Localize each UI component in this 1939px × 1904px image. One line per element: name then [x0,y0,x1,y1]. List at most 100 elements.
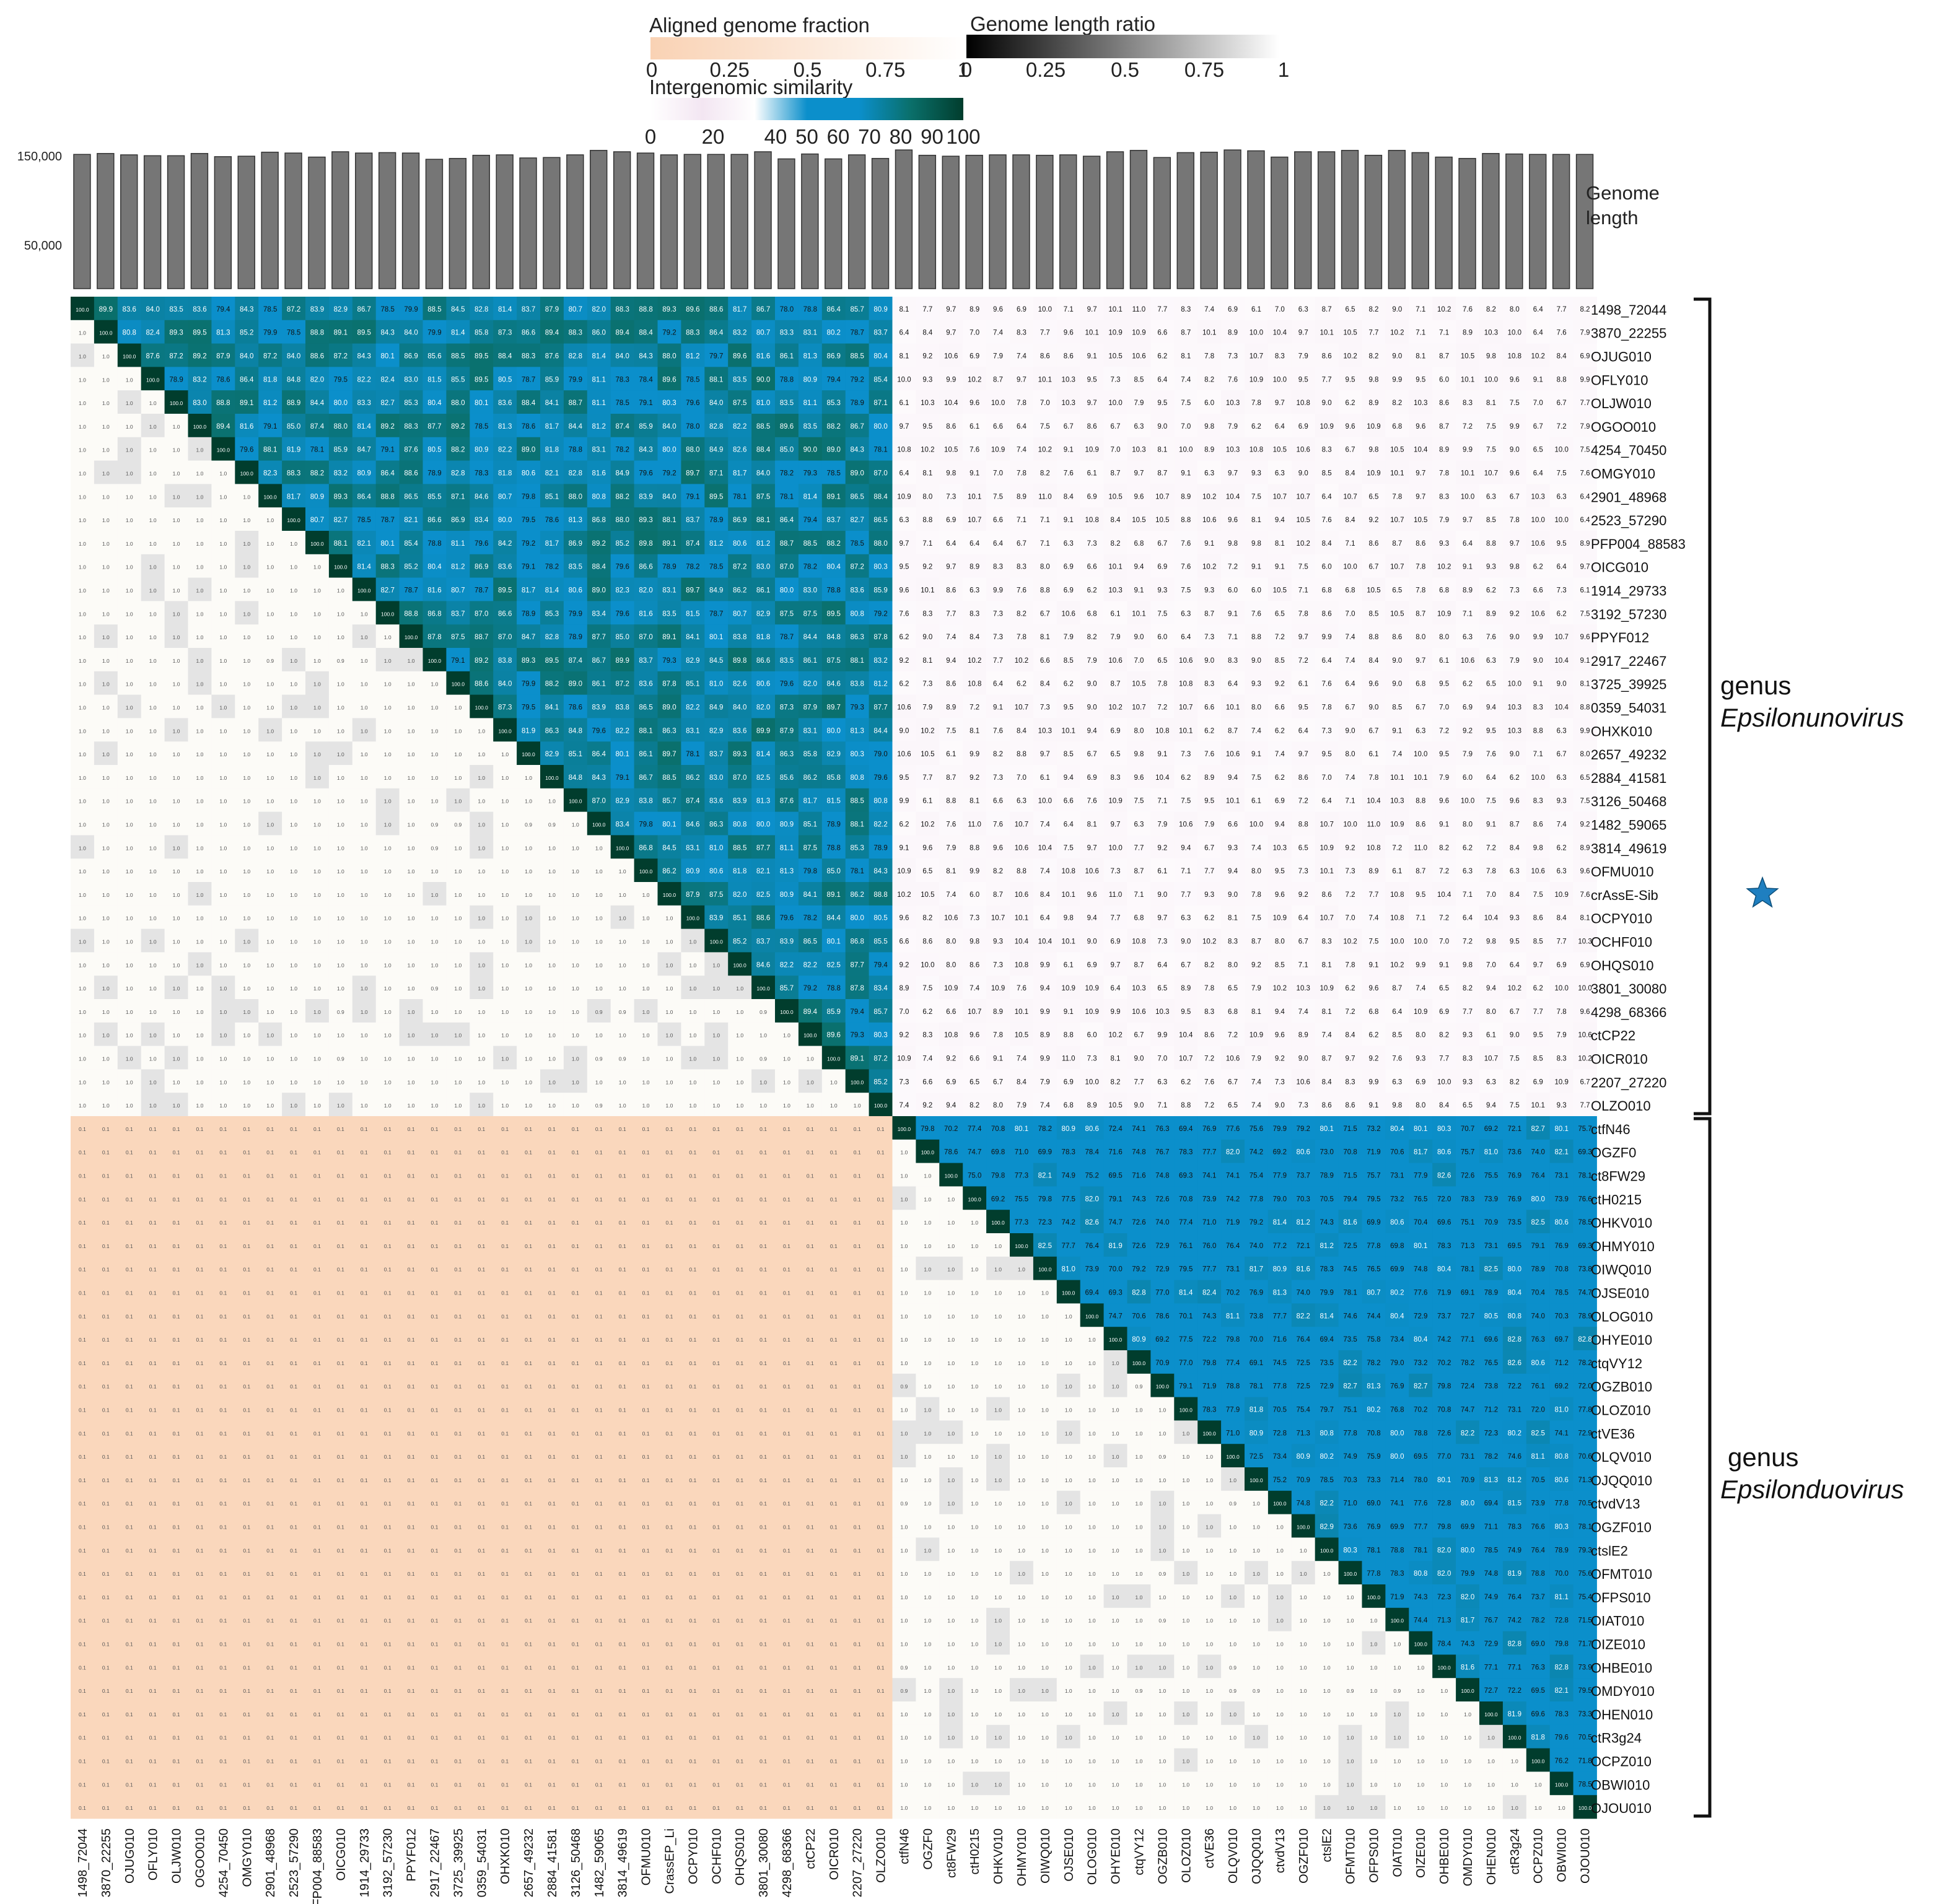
cell-value: 84.0 [287,353,300,360]
cell-value: 1.0 [149,541,157,547]
cell-value: 8.6 [1087,423,1097,430]
cell-value: 9.7 [1346,1055,1355,1063]
cell-value: 7.7 [1557,938,1567,946]
cell-value: 1.0 [126,798,133,805]
cell-value: 7.1 [1346,798,1355,805]
cell-value: 6.2 [899,821,909,829]
cell-value: 9.1 [1181,470,1191,478]
cell-value: 8.1 [922,657,932,665]
cell-value: 84.3 [357,353,371,360]
cell-value: 83.7 [639,657,652,665]
cell-value: 1.0 [219,494,227,500]
cell-value: 10.8 [1508,353,1521,360]
cell-value: 1.0 [501,939,509,945]
cell-value: 0.1 [759,1173,767,1179]
cell-value: 9.6 [899,587,909,595]
cell-value: 9.5 [899,564,909,571]
cell-value: 8.1 [1157,447,1167,454]
cell-value: 8.6 [1204,1032,1214,1039]
cell-value: 1.0 [525,845,532,851]
cell-value: 1.0 [102,517,110,523]
cell-value: 6.3 [1134,821,1144,829]
cell-value: 100.0 [499,728,512,734]
cell-value: 1.0 [361,775,368,781]
cell-value: 7.0 [1439,938,1449,946]
cell-value: 87.7 [756,844,770,852]
legend-ratio-tick: 0 [961,58,972,81]
legend-intergenomic-similarity: Intergenomic similarity 0 20 40 50 60 70 80 90 1… [645,76,981,148]
cell-value: 82.8 [451,470,465,478]
cell-value: 82.1 [357,540,371,548]
cell-value: 1.0 [901,1173,908,1179]
cell-value: 83.6 [639,681,652,688]
cell-value: 9.1 [993,1055,1003,1063]
cell-value: 79.9 [427,330,441,337]
cell-value: 1.0 [219,868,227,875]
cell-value: 84.2 [498,540,512,548]
cell-value: 83.5 [803,423,817,430]
cell-value: 87.2 [263,353,277,360]
cell-value: 8.0 [1251,868,1261,875]
cell-value: 1.0 [478,845,485,851]
cell-value: 86.9 [404,353,418,360]
cell-value: 7.0 [1346,915,1355,922]
cell-value: 8.6 [1368,540,1378,548]
cell-value: 1.0 [149,471,157,477]
cell-value: 81.4 [498,306,512,313]
cell-value: 7.7 [1040,330,1050,337]
cell-value: 1.0 [408,775,415,781]
cell-value: 9.2 [1298,891,1308,899]
cell-value: 10.3 [1062,376,1075,383]
cell-value: 1.0 [79,915,86,922]
cell-value: 9.7 [946,564,956,571]
cell-value: 1.0 [79,541,86,547]
cell-value: 1.0 [219,751,227,758]
cell-value: 1.0 [196,728,204,734]
cell-value: 9.6 [1064,330,1074,337]
cell-value: 80.8 [733,821,746,829]
cell-value: 7.6 [1322,681,1332,688]
cell-value: 10.9 [1367,423,1380,430]
heatmap-cell [1267,320,1292,344]
cell-value: 6.3 [970,587,979,595]
cell-value: 1.0 [431,1009,439,1015]
cell-value: 88.5 [451,353,465,360]
cell-value: 7.6 [1017,985,1026,992]
heatmap-cell [517,320,541,344]
cell-value: 1.0 [266,868,274,875]
cell-value: 10.7 [1015,704,1028,712]
genome-length-bar [97,153,115,289]
cell-value: 10.9 [897,868,911,875]
cell-value: 6.0 [1157,634,1167,641]
cell-value: 1.0 [478,1103,485,1109]
cell-value: 7.2 [1557,423,1567,430]
cell-value: 9.8 [1251,540,1261,548]
cell-value: 7.3 [1298,868,1308,875]
cell-value: 10.0 [1461,798,1474,805]
cell-value: 10.8 [1367,844,1380,852]
cell-value: 1.0 [478,939,485,945]
cell-value: 1.0 [619,1103,626,1109]
cell-value: 7.2 [1228,1032,1238,1039]
cell-value: 1.0 [548,892,556,898]
cell-value: 6.7 [1017,540,1026,548]
cell-value: 1.0 [619,1033,626,1039]
cell-value: 89.7 [662,751,676,758]
cell-value: 9.7 [1087,844,1097,852]
cell-value: 9.9 [1510,423,1520,430]
heatmap-cell [235,320,259,344]
legend-similarity-tick: 80 [890,125,913,148]
cell-value: 85.9 [334,447,348,454]
genome-length-tick-label: 50,000 [24,239,62,253]
cell-value: 1.0 [384,822,392,828]
cell-value: 1.0 [666,939,673,945]
cell-value: 1.0 [384,1009,392,1015]
heatmap-cell [1033,297,1057,321]
cell-value: 79.5 [334,376,348,383]
cell-value: 0.1 [666,1126,673,1132]
cell-value: 6.8 [1392,423,1402,430]
cell-value: 6.4 [1228,681,1238,688]
cell-value: 80.1 [615,751,629,758]
legend-similarity-tick: 0 [645,125,656,148]
heatmap-cell [71,343,95,367]
